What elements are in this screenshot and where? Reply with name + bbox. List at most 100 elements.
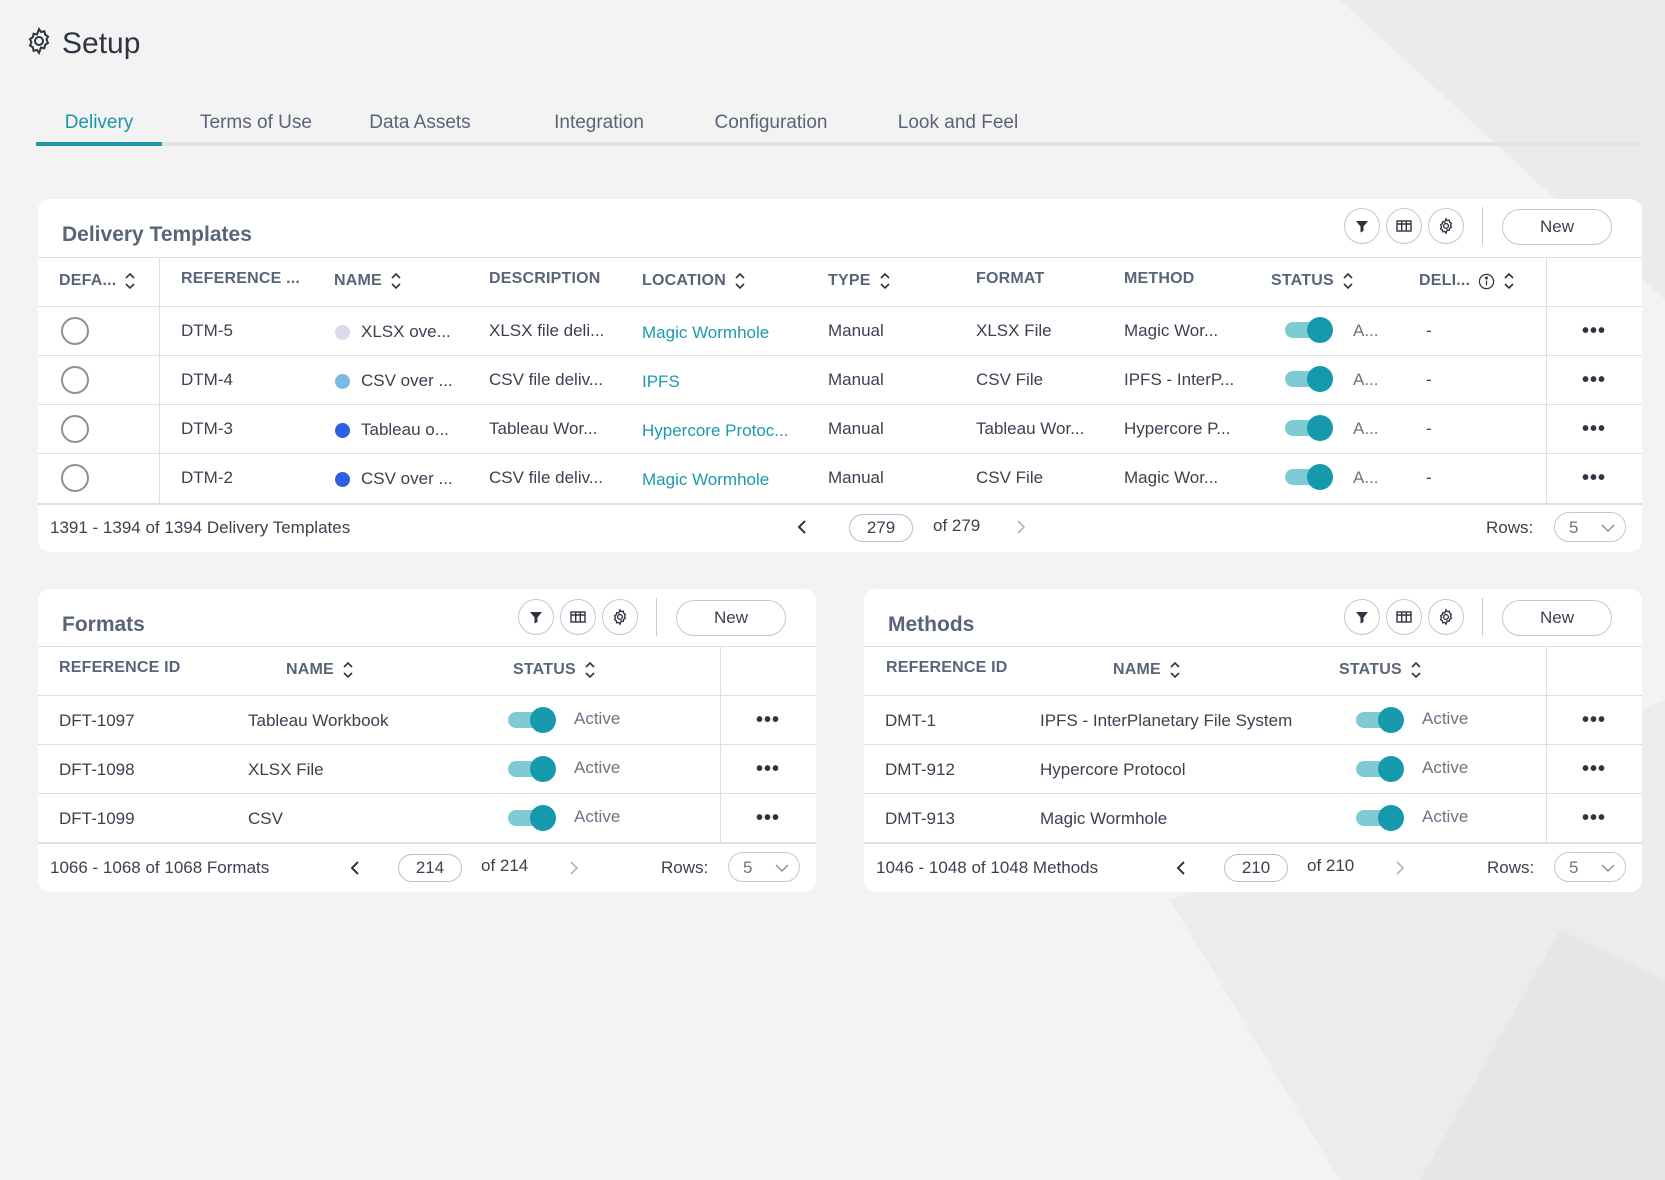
sort-icon[interactable] — [879, 270, 891, 292]
column-header-reference-id[interactable]: REFERENCE ID — [886, 659, 1008, 677]
format-cell: CSV File — [976, 370, 1044, 389]
sort-icon[interactable] — [1410, 659, 1422, 681]
status-label: Active — [1422, 758, 1469, 777]
default-radio[interactable] — [61, 317, 89, 345]
method-cell: Magic Wor... — [1124, 321, 1219, 340]
status-toggle[interactable] — [1356, 805, 1404, 831]
sort-icon[interactable] — [124, 270, 136, 292]
filter-button[interactable] — [1344, 208, 1380, 244]
column-header-description[interactable]: DESCRIPTION — [489, 270, 601, 288]
columns-button[interactable] — [560, 599, 596, 635]
column-header-reference-id[interactable]: REFERENCE ID — [59, 659, 181, 677]
default-radio[interactable] — [61, 366, 89, 394]
row-actions-button[interactable]: ••• — [1582, 418, 1607, 440]
card-title: Formats — [62, 613, 145, 636]
column-header-name[interactable]: NAME — [1113, 659, 1181, 681]
column-header-name[interactable]: NAME — [286, 659, 354, 681]
status-toggle[interactable] — [1285, 464, 1333, 490]
status-toggle[interactable] — [1285, 415, 1333, 441]
row-actions-button[interactable]: ••• — [1582, 467, 1607, 489]
column-header-status[interactable]: STATUS — [1339, 659, 1422, 681]
filter-button[interactable] — [518, 599, 554, 635]
row-actions-button[interactable]: ••• — [1582, 709, 1607, 731]
tab-delivery[interactable]: Delivery — [36, 104, 162, 146]
toolbar-divider — [1482, 598, 1483, 636]
column-header-method[interactable]: METHOD — [1124, 270, 1195, 288]
row-actions-button[interactable]: ••• — [1582, 369, 1607, 391]
sort-icon[interactable] — [1503, 270, 1515, 292]
row-actions-button[interactable]: ••• — [1582, 758, 1607, 780]
rows-per-page-select[interactable]: 5 — [1554, 852, 1626, 882]
page-number-input[interactable]: 214 — [398, 854, 462, 882]
row-actions-button[interactable]: ••• — [756, 807, 781, 829]
settings-button[interactable] — [1428, 599, 1464, 635]
page-number-input[interactable]: 210 — [1224, 854, 1288, 882]
column-header-location[interactable]: LOCATION — [642, 270, 746, 292]
column-header-status[interactable]: STATUS — [1271, 270, 1354, 292]
settings-button[interactable] — [1428, 208, 1464, 244]
column-header-delivery[interactable]: DELI... — [1419, 270, 1515, 292]
location-link[interactable]: Hypercore Protoc... — [642, 421, 789, 440]
tab-data-assets[interactable]: Data Assets — [369, 112, 471, 133]
sort-icon[interactable] — [734, 270, 746, 292]
status-toggle[interactable] — [1356, 756, 1404, 782]
info-icon[interactable] — [1478, 273, 1495, 290]
column-header-reference[interactable]: REFERENCE ... — [181, 270, 300, 288]
column-header-type[interactable]: TYPE — [828, 270, 891, 292]
row-actions-button[interactable]: ••• — [756, 709, 781, 731]
settings-button[interactable] — [602, 599, 638, 635]
column-label: NAME — [286, 661, 334, 678]
new-button[interactable]: New — [676, 600, 786, 636]
tab-integration[interactable]: Integration — [554, 112, 644, 133]
sort-icon[interactable] — [584, 659, 596, 681]
gear-icon — [1439, 217, 1453, 235]
location-link[interactable]: Magic Wormhole — [642, 323, 770, 342]
tab-configuration[interactable]: Configuration — [714, 112, 828, 133]
row-actions-button[interactable]: ••• — [1582, 320, 1607, 342]
next-page-button[interactable] — [1392, 860, 1406, 876]
type-cell: Manual — [828, 321, 884, 340]
default-radio[interactable] — [61, 415, 89, 443]
sort-icon[interactable] — [390, 270, 402, 292]
previous-page-button[interactable] — [349, 860, 363, 876]
previous-page-button[interactable] — [1175, 860, 1189, 876]
location-link[interactable]: IPFS — [642, 372, 680, 391]
reference-cell: DFT-1099 — [59, 809, 135, 828]
column-header-default[interactable]: DEFA... — [59, 270, 136, 292]
column-header-format[interactable]: FORMAT — [976, 270, 1044, 288]
row-actions-button[interactable]: ••• — [756, 758, 781, 780]
filter-button[interactable] — [1344, 599, 1380, 635]
next-page-button[interactable] — [1013, 519, 1027, 535]
delivery-cell: - — [1426, 468, 1432, 487]
sort-icon[interactable] — [1169, 659, 1181, 681]
method-cell: IPFS - InterP... — [1124, 370, 1235, 389]
default-radio[interactable] — [61, 464, 89, 492]
sort-icon[interactable] — [342, 659, 354, 681]
tab-terms-of-use[interactable]: Terms of Use — [200, 112, 312, 133]
rows-per-page-select[interactable]: 5 — [728, 852, 800, 882]
new-button[interactable]: New — [1502, 209, 1612, 245]
column-header-name[interactable]: NAME — [334, 270, 402, 292]
next-page-button[interactable] — [566, 860, 580, 876]
status-toggle[interactable] — [1356, 707, 1404, 733]
columns-button[interactable] — [1386, 208, 1422, 244]
chevron-down-icon — [775, 864, 789, 873]
status-toggle[interactable] — [508, 756, 556, 782]
column-header-status[interactable]: STATUS — [513, 659, 596, 681]
page-number-input[interactable]: 279 — [849, 514, 913, 542]
row-actions-button[interactable]: ••• — [1582, 807, 1607, 829]
status-toggle[interactable] — [1285, 317, 1333, 343]
tab-look-and-feel[interactable]: Look and Feel — [897, 112, 1019, 133]
toolbar-divider — [1482, 207, 1483, 245]
column-label: REFERENCE ID — [886, 659, 1008, 676]
location-link[interactable]: Magic Wormhole — [642, 470, 770, 489]
status-toggle[interactable] — [508, 707, 556, 733]
columns-button[interactable] — [1386, 599, 1422, 635]
new-button[interactable]: New — [1502, 600, 1612, 636]
previous-page-button[interactable] — [796, 519, 810, 535]
status-toggle[interactable] — [1285, 366, 1333, 392]
sort-icon[interactable] — [1342, 270, 1354, 292]
rows-per-page-select[interactable]: 5 — [1554, 512, 1626, 542]
status-toggle[interactable] — [508, 805, 556, 831]
reference-cell: DFT-1098 — [59, 760, 135, 779]
